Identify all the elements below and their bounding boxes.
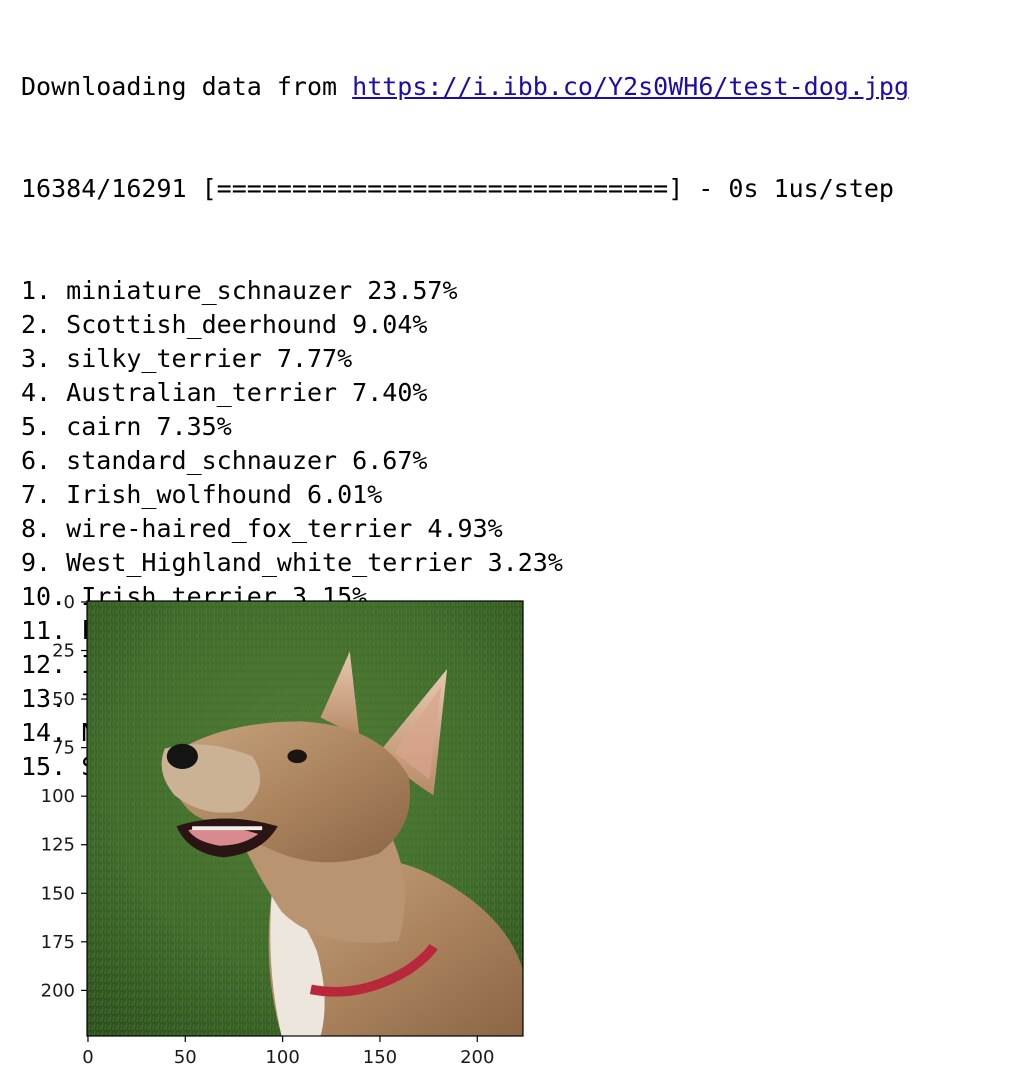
plot-svg: 0 25 50 75 100 125 150 175 200 0 50 100 150 200: [41, 592, 524, 1068]
prediction-label: Irish_wolfhound: [66, 480, 292, 509]
prediction-line: 5. cairn 7.35%: [21, 410, 1030, 444]
prediction-probability: 4.93%: [427, 514, 503, 543]
y-tick-label: 125: [41, 835, 75, 856]
plot-frame: [86, 600, 524, 1037]
prediction-label: cairn: [66, 412, 142, 441]
y-tick-label: 25: [52, 641, 75, 662]
progress-line: 16384/16291 [===========================…: [21, 174, 894, 203]
prediction-probability: 7.40%: [352, 378, 428, 407]
x-tick-label: 0: [82, 1047, 93, 1068]
prediction-probability: 23.57%: [367, 276, 458, 305]
prediction-label: Australian_terrier: [66, 378, 338, 407]
prediction-probability: 6.01%: [307, 480, 383, 509]
plot-axes: 0 25 50 75 100 125 150 175 200 0 50 100 150 200: [41, 592, 524, 1068]
prediction-line: 2. Scottish_deerhound 9.04%: [21, 308, 1030, 342]
prediction-rank: 10.: [21, 582, 67, 611]
y-tick-label: 0: [64, 592, 75, 613]
prediction-label: wire-haired_fox_terrier: [66, 514, 413, 543]
prediction-probability: 9.04%: [352, 310, 428, 339]
x-tick-label: 100: [265, 1047, 299, 1068]
prediction-rank: 14.: [21, 718, 67, 747]
x-tick-label: 50: [174, 1047, 197, 1068]
prediction-line: 3. silky_terrier 7.77%: [21, 342, 1030, 376]
prediction-rank: 7.: [21, 480, 52, 509]
prediction-line: 7. Irish_wolfhound 6.01%: [21, 478, 1030, 512]
prediction-label: West_Highland_white_terrier: [66, 548, 473, 577]
y-tick-label: 200: [41, 980, 75, 1001]
x-tick-label: 200: [460, 1047, 494, 1068]
prediction-rank: 5.: [21, 412, 52, 441]
prediction-line: 6. standard_schnauzer 6.67%: [21, 444, 1030, 478]
y-tick-label: 100: [41, 786, 75, 807]
prediction-line: 9. West_Highland_white_terrier 3.23%: [21, 546, 1030, 580]
prediction-label: silky_terrier: [66, 344, 262, 373]
prediction-probability: 7.77%: [276, 344, 353, 373]
y-tick-label: 75: [52, 738, 75, 759]
prediction-probability: 3.23%: [487, 548, 563, 577]
prediction-probability: 7.35%: [156, 412, 232, 441]
prediction-rank: 15.: [21, 752, 67, 781]
prediction-line: 4. Australian_terrier 7.40%: [21, 376, 1030, 410]
prediction-rank: 8.: [21, 514, 52, 543]
prediction-label: Scottish_deerhound: [66, 310, 338, 339]
prediction-rank: 2.: [21, 310, 52, 339]
prediction-rank: 13.: [21, 684, 67, 713]
download-url-link[interactable]: https://i.ibb.co/Y2s0WH6/test-dog.jpg: [352, 72, 910, 101]
prediction-probability: 6.67%: [352, 446, 428, 475]
y-tick-label: 50: [52, 689, 75, 710]
prediction-rank: 4.: [21, 378, 52, 407]
prediction-rank: 1.: [21, 276, 52, 305]
download-prefix: Downloading data from: [21, 72, 353, 101]
image-plot: 0 25 50 75 100 125 150 175 200 0 50 100 150 200: [0, 590, 560, 1088]
prediction-label: miniature_schnauzer: [66, 276, 353, 305]
prediction-rank: 11.: [21, 616, 67, 645]
prediction-rank: 12.: [21, 650, 67, 679]
prediction-rank: 9.: [21, 548, 52, 577]
prediction-rank: 6.: [21, 446, 52, 475]
prediction-label: standard_schnauzer: [66, 446, 338, 475]
download-line: Downloading data from https://i.ibb.co/Y…: [21, 70, 1030, 104]
x-tick-label: 150: [363, 1047, 397, 1068]
prediction-rank: 3.: [21, 344, 52, 373]
dog-photo-icon: [87, 601, 523, 1036]
y-tick-label: 150: [41, 883, 75, 904]
prediction-line: 8. wire-haired_fox_terrier 4.93%: [21, 512, 1030, 546]
prediction-line: 1. miniature_schnauzer 23.57%: [21, 274, 1030, 308]
y-tick-label: 175: [41, 932, 75, 953]
